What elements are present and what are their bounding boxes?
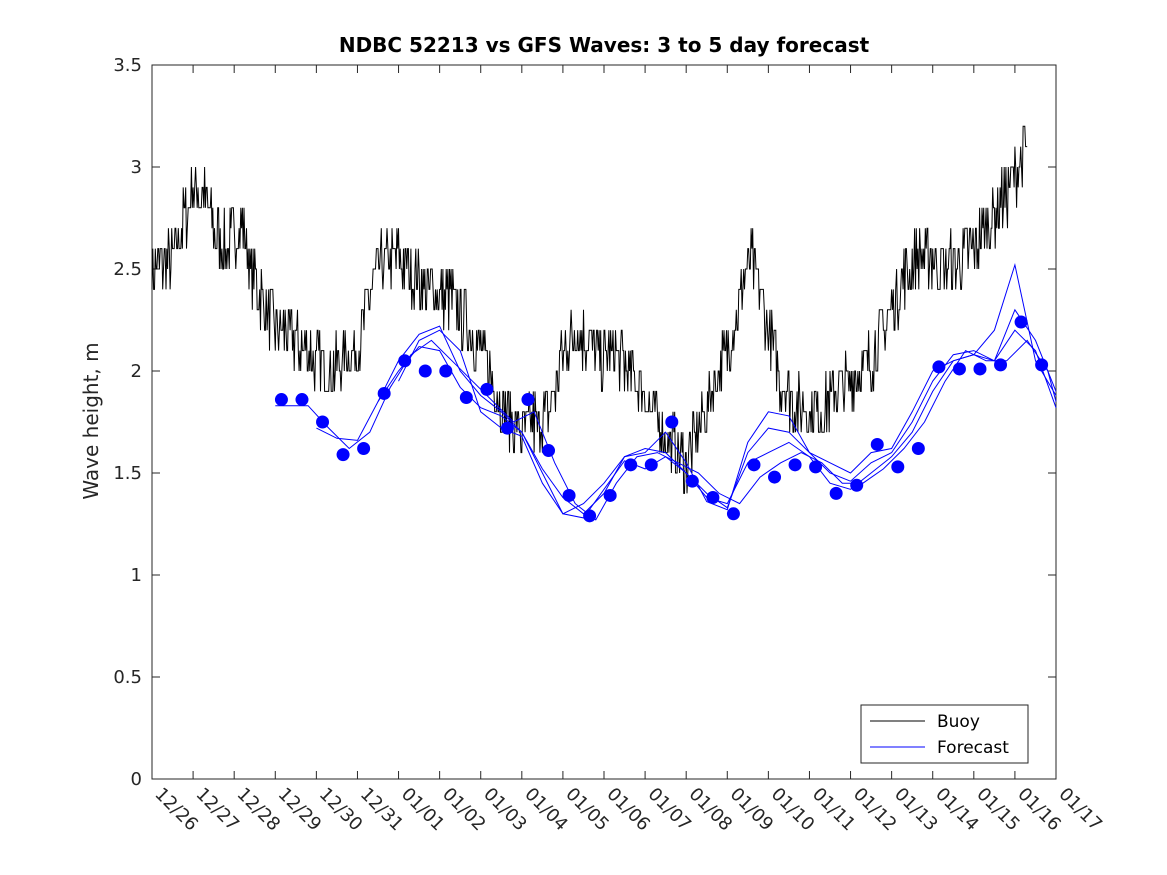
- forecast-point: [768, 470, 782, 484]
- forecast-point: [521, 393, 535, 407]
- x-tick-label: 12/26: [150, 784, 202, 836]
- x-tick-label: 01/16: [1013, 784, 1065, 836]
- forecast-point: [685, 474, 699, 488]
- x-tick-label: 01/01: [397, 784, 449, 836]
- x-tick-label: 12/27: [192, 784, 244, 836]
- series-buoy-line: [151, 125, 1028, 494]
- forecast-point: [336, 448, 350, 462]
- series-forecast-line: [398, 262, 1057, 515]
- plot-area-frame: [151, 64, 1057, 780]
- x-tick-label: 01/04: [520, 784, 572, 836]
- forecast-point: [788, 458, 802, 472]
- forecast-point: [644, 458, 658, 472]
- forecast-point: [726, 507, 740, 521]
- forecast-point: [994, 358, 1008, 372]
- x-tick-label: 01/10: [767, 784, 819, 836]
- x-tick-label: 12/28: [233, 784, 285, 836]
- forecast-point: [418, 364, 432, 378]
- forecast-point: [809, 460, 823, 474]
- y-tick-label: 0.5: [113, 667, 142, 688]
- series-layer: [151, 125, 1057, 523]
- y-axis-label: Wave height, m: [79, 342, 103, 499]
- legend-label-forecast: Forecast: [937, 738, 1009, 758]
- x-tick-label: 01/11: [808, 784, 860, 836]
- legend-label-buoy: Buoy: [937, 712, 980, 732]
- legend: Buoy Forecast: [860, 704, 1029, 764]
- forecast-point: [870, 437, 884, 451]
- forecast-point: [274, 393, 288, 407]
- series-forecast-line: [316, 329, 1057, 519]
- forecast-point: [891, 460, 905, 474]
- x-tick-label: 12/29: [274, 784, 326, 836]
- y-axis: 0 0.5 1 1.5 2 2.5 3 3.5: [113, 55, 1056, 790]
- forecast-point: [377, 386, 391, 400]
- y-tick-label: 1.5: [113, 463, 142, 484]
- forecast-point: [316, 415, 330, 429]
- forecast-point: [583, 509, 597, 523]
- forecast-point: [952, 362, 966, 376]
- forecast-point: [829, 486, 843, 500]
- forecast-point: [295, 393, 309, 407]
- forecast-point: [562, 488, 576, 502]
- y-tick-label: 0: [131, 769, 142, 790]
- forecast-point: [357, 442, 371, 456]
- y-tick-label: 3: [131, 157, 142, 178]
- forecast-point: [500, 421, 514, 435]
- x-tick-label: 12/31: [356, 784, 408, 836]
- forecast-point: [932, 360, 946, 374]
- y-tick-label: 2: [131, 361, 142, 382]
- y-tick-label: 3.5: [113, 55, 142, 76]
- forecast-point: [398, 354, 412, 368]
- x-tick-label: 01/06: [602, 784, 654, 836]
- x-tick-label: 01/07: [644, 784, 696, 836]
- forecast-point: [706, 490, 720, 504]
- chart-title: NDBC 52213 vs GFS Waves: 3 to 5 day fore…: [339, 33, 870, 57]
- forecast-point: [542, 444, 556, 458]
- x-tick-label: 01/09: [726, 784, 778, 836]
- y-tick-label: 2.5: [113, 259, 142, 280]
- x-tick-label: 01/05: [561, 784, 613, 836]
- forecast-point: [1014, 315, 1028, 329]
- forecast-point: [459, 391, 473, 405]
- legend-box: [860, 704, 1029, 764]
- series-forecast-line: [275, 339, 1057, 521]
- forecast-point: [624, 458, 638, 472]
- forecast-point: [603, 488, 617, 502]
- x-tick-label: 01/14: [931, 784, 983, 836]
- forecast-point: [480, 382, 494, 396]
- x-tick-label: 01/15: [972, 784, 1024, 836]
- y-tick-label: 1: [131, 565, 142, 586]
- forecast-point: [1035, 358, 1049, 372]
- forecast-point: [911, 442, 925, 456]
- x-tick-label: 01/03: [479, 784, 531, 836]
- x-tick-label: 12/30: [315, 784, 367, 836]
- x-tick-label: 01/17: [1054, 784, 1106, 836]
- x-tick-label: 01/13: [890, 784, 942, 836]
- x-tick-label: 01/08: [685, 784, 737, 836]
- x-tick-label: 01/12: [849, 784, 901, 836]
- forecast-point: [850, 478, 864, 492]
- forecast-point: [439, 364, 453, 378]
- forecast-point: [747, 458, 761, 472]
- forecast-point: [665, 415, 679, 429]
- forecast-point: [973, 362, 987, 376]
- x-tick-label: 01/02: [438, 784, 490, 836]
